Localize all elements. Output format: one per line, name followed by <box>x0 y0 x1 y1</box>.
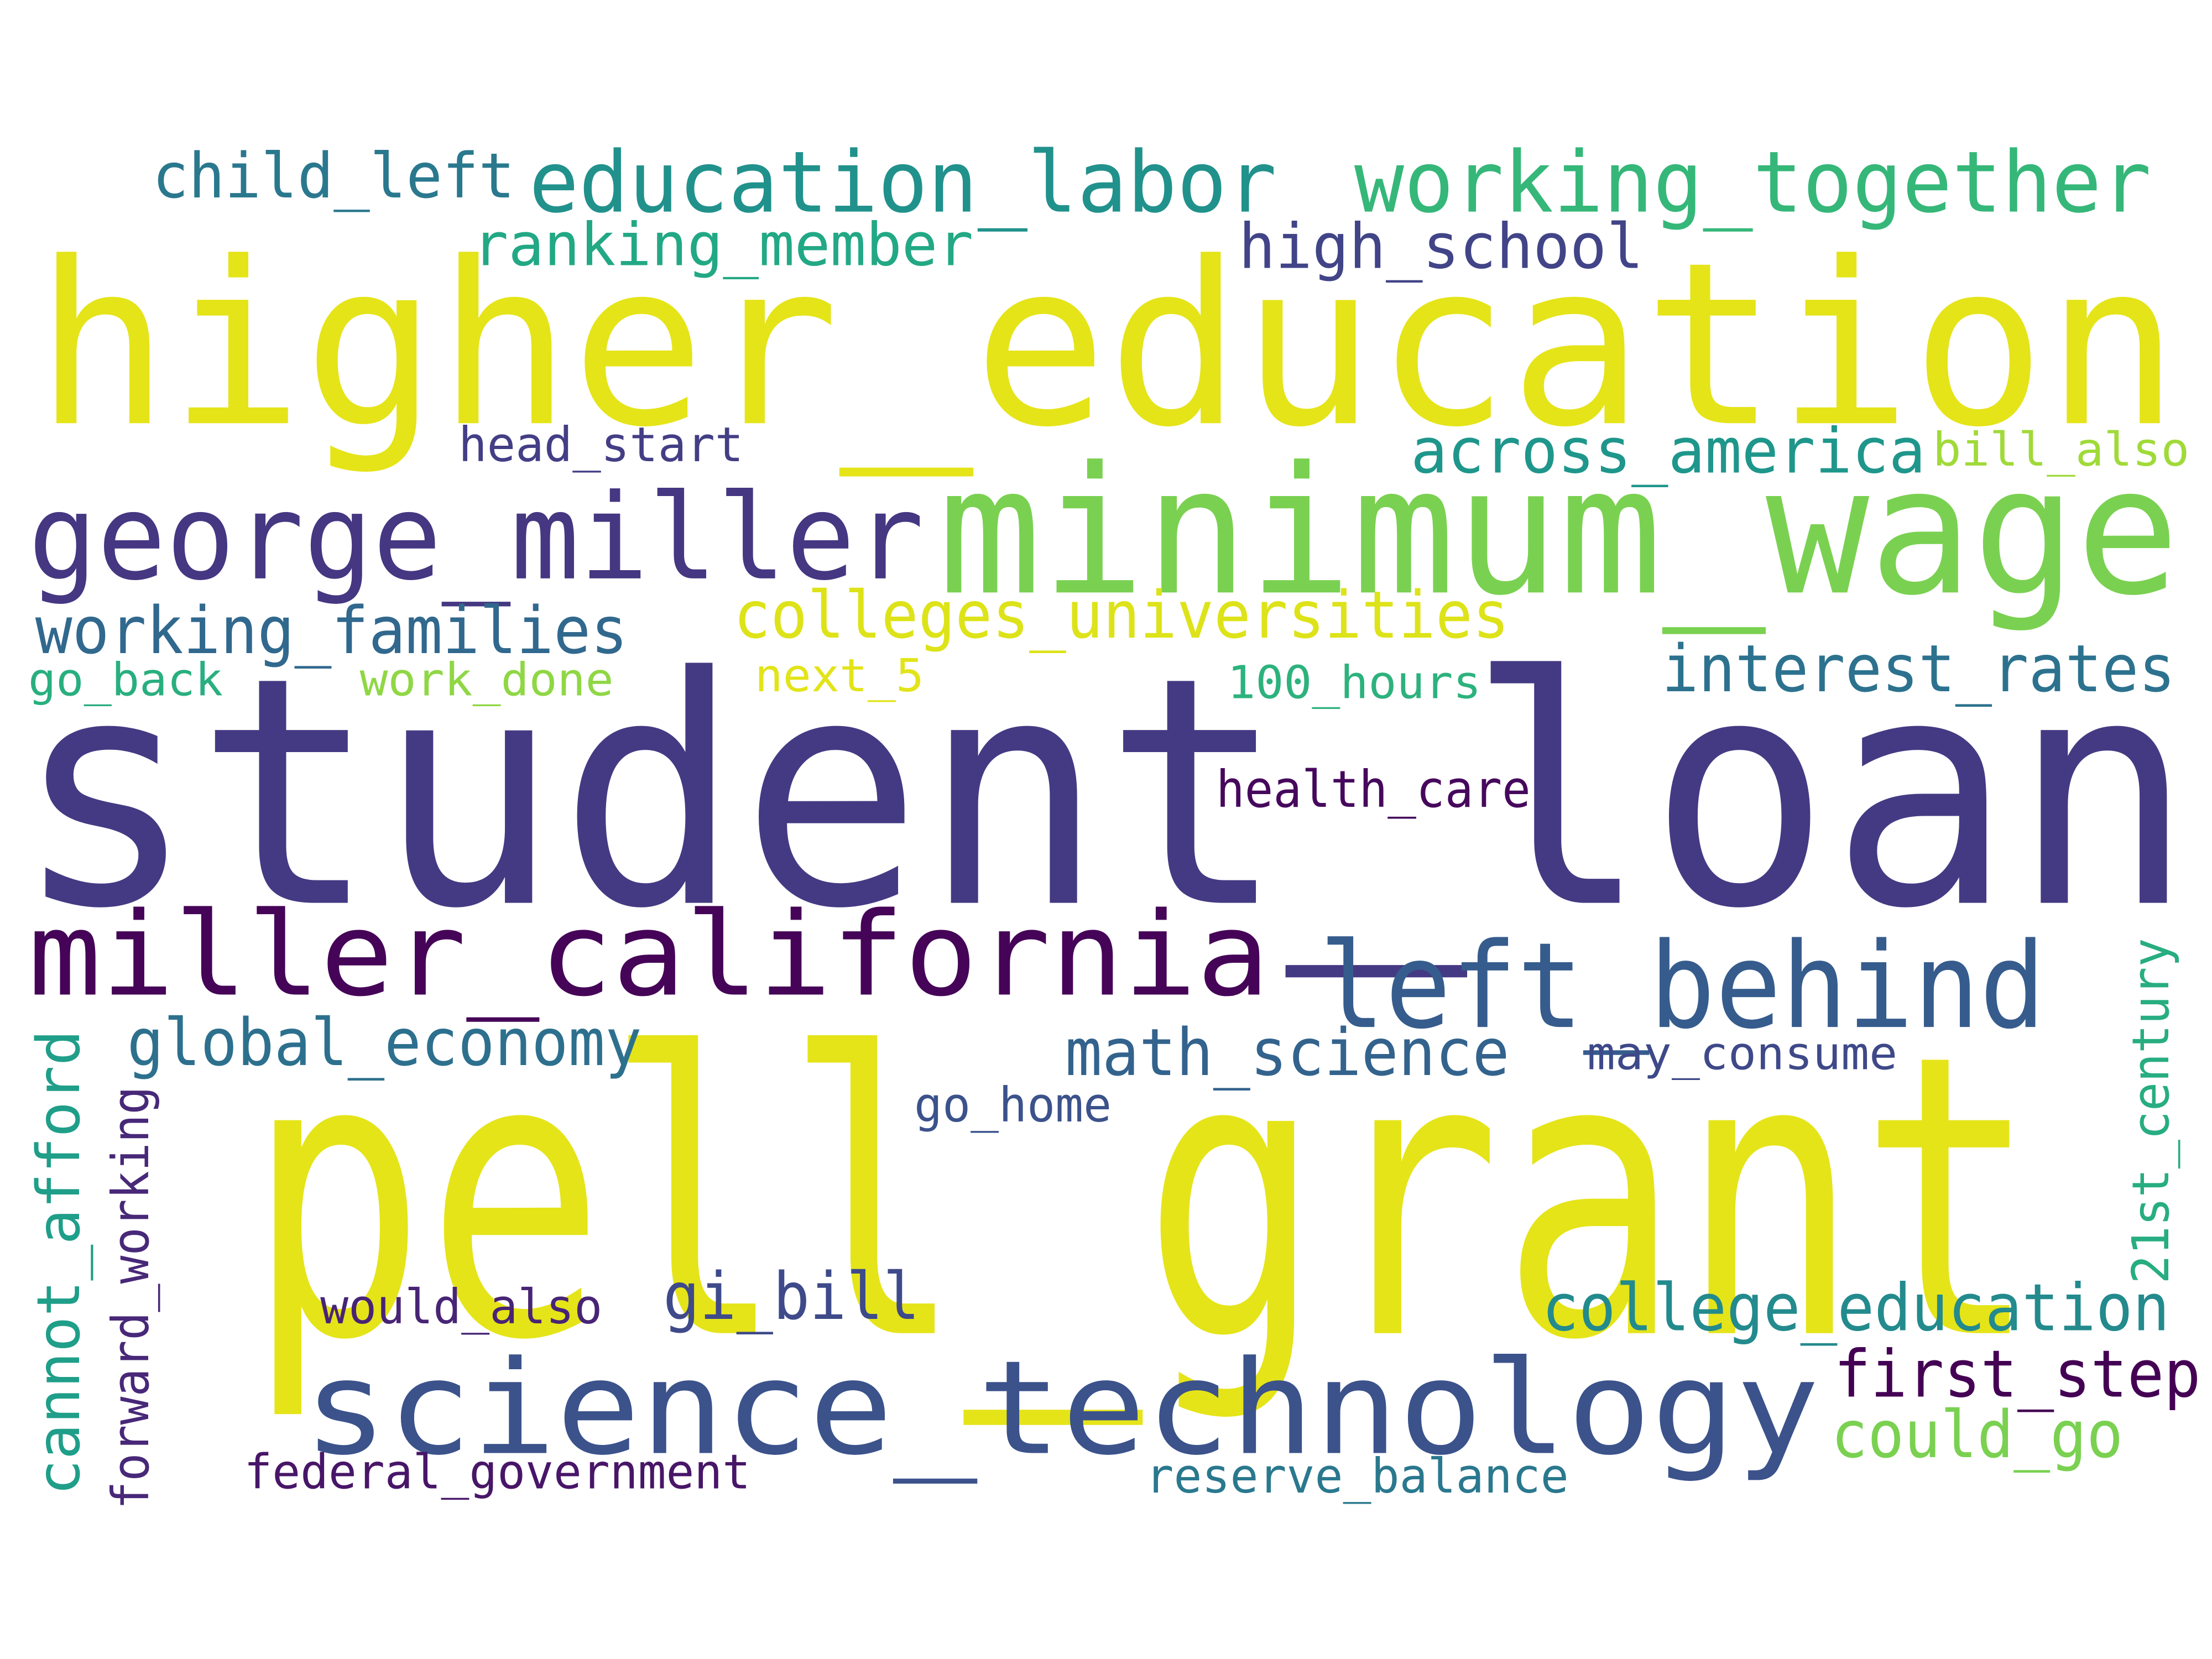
word: math_science <box>1065 1015 1510 1091</box>
word: next_5 <box>755 650 924 702</box>
word: federal_government <box>244 1444 750 1500</box>
word: would_also <box>320 1279 602 1335</box>
word: gi_bill <box>663 1259 920 1334</box>
word: 21st_century <box>2121 938 2180 1284</box>
word: 100_hours <box>1227 657 1481 709</box>
word: pell_grant <box>247 972 2038 1431</box>
word: global_economy <box>127 1005 642 1081</box>
word: working_families <box>35 593 628 669</box>
word: interest_rates <box>1662 631 2176 707</box>
word: go_home <box>914 1077 1112 1133</box>
word: could_go <box>1831 1397 2123 1473</box>
word: high_school <box>1239 211 1644 283</box>
word: across_america <box>1411 416 1926 488</box>
word: head_start <box>458 417 743 473</box>
word: college_education <box>1542 1270 2169 1346</box>
word: reserve_balance <box>1145 1448 1568 1504</box>
word: cannot_afford <box>25 1030 93 1495</box>
word: higher_education <box>35 214 2180 479</box>
word: student_loan <box>14 610 2194 982</box>
word: left_behind <box>1319 917 2046 1055</box>
word: first_step <box>1834 1337 2200 1412</box>
word: go_back <box>28 654 223 707</box>
word: george_miller <box>28 468 924 607</box>
word: minimum_wage <box>938 429 2179 637</box>
word: colleges_universities <box>734 577 1510 653</box>
word: ranking_member <box>473 211 974 280</box>
word: working_together <box>1354 134 2151 232</box>
word: science_technology <box>303 1333 1819 1484</box>
word: work_done <box>360 654 614 707</box>
word: may_consume <box>1587 1028 1897 1081</box>
word: education_labor <box>529 134 1277 232</box>
word: bill_also <box>1933 422 2189 477</box>
word: forward_working <box>101 1086 160 1509</box>
word: health_care <box>1216 760 1531 819</box>
word: miller_california <box>28 888 1270 1022</box>
word: child_left <box>153 140 515 212</box>
